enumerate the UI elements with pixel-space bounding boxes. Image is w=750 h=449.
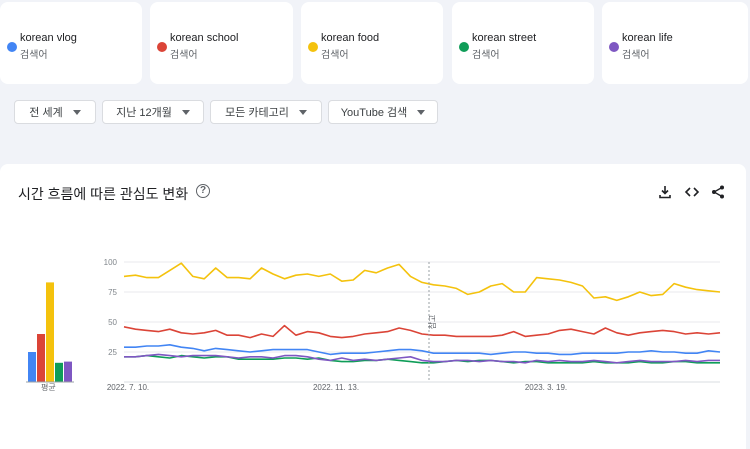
term-card-korean-vlog[interactable]: korean vlog 검색어: [0, 2, 142, 84]
term-card-korean-street[interactable]: korean street 검색어: [452, 2, 594, 84]
y-tick-label: 50: [108, 318, 117, 327]
category-value: 모든 카테고리: [225, 107, 289, 119]
region-value: 전 세계: [29, 107, 63, 119]
x-tick-label: 2023. 3. 19.: [525, 383, 567, 392]
term-type: 검색어: [472, 50, 500, 61]
series-line-korean-food: [123, 262, 721, 302]
annotation-marker: 참고: [427, 262, 437, 382]
series-lines: [123, 262, 721, 364]
chevron-down-icon: [181, 109, 190, 115]
y-tick-label: 75: [108, 288, 117, 297]
average-bar: [37, 334, 45, 382]
chevron-down-icon: [72, 109, 81, 115]
term-name: korean street: [472, 32, 537, 44]
average-bars: [26, 282, 74, 383]
source-value: YouTube 검색: [340, 107, 408, 119]
y-tick-label: 100: [104, 258, 118, 267]
term-card-korean-life[interactable]: korean life 검색어: [602, 2, 748, 84]
average-bar: [46, 282, 54, 382]
series-color-dot: [157, 42, 167, 52]
chevron-down-icon: [417, 109, 426, 115]
series-line-korean-life: [124, 353, 720, 364]
category-dropdown[interactable]: 모든 카테고리: [210, 100, 322, 124]
term-name: korean life: [622, 32, 673, 44]
search-term-cards: korean vlog 검색어 korean school 검색어 korean…: [0, 2, 750, 86]
annotation-label: 참고: [427, 315, 437, 330]
term-name: korean school: [170, 32, 239, 44]
download-icon[interactable]: [657, 184, 673, 200]
series-color-dot: [609, 42, 619, 52]
series-color-dot: [308, 42, 318, 52]
series-line-korean-school: [123, 324, 721, 339]
panel-title: 시간 흐름에 따른 관심도 변화: [18, 186, 189, 202]
region-dropdown[interactable]: 전 세계: [14, 100, 96, 124]
term-type: 검색어: [622, 50, 650, 61]
interest-line-chart: 100 75 50 25 2022. 7. 10. 2022. 11. 13. 2023.…: [26, 258, 721, 392]
period-value: 지난 12개월: [116, 107, 172, 119]
help-icon[interactable]: ?: [196, 184, 210, 198]
x-axis-labels: 2022. 7. 10. 2022. 11. 13. 2023. 3. 19.: [107, 383, 567, 392]
term-name: korean vlog: [20, 32, 77, 44]
interest-over-time-panel: 시간 흐름에 따른 관심도 변화 ? 평균 100 75 50 25 2022. 7.…: [0, 164, 746, 449]
filter-bar: 전 세계 지난 12개월 모든 카테고리 YouTube 검색: [0, 92, 750, 132]
term-type: 검색어: [170, 50, 198, 61]
series-color-dot: [7, 42, 17, 52]
x-tick-label: 2022. 7. 10.: [107, 383, 149, 392]
source-dropdown[interactable]: YouTube 검색: [328, 100, 438, 124]
series-line-korean-vlog: [124, 344, 721, 356]
embed-icon[interactable]: [684, 184, 700, 200]
average-bar: [64, 361, 72, 382]
term-name: korean food: [321, 32, 380, 44]
average-label: 평균: [41, 383, 56, 392]
x-tick-label: 2022. 11. 13.: [313, 383, 359, 392]
average-bar: [55, 362, 63, 382]
chevron-down-icon: [298, 109, 307, 115]
term-type: 검색어: [20, 50, 48, 61]
term-card-korean-school[interactable]: korean school 검색어: [150, 2, 293, 84]
period-dropdown[interactable]: 지난 12개월: [102, 100, 204, 124]
series-color-dot: [459, 42, 469, 52]
share-icon[interactable]: [710, 184, 726, 200]
average-bar: [28, 352, 36, 382]
y-tick-label: 25: [108, 348, 117, 357]
term-type: 검색어: [321, 50, 349, 61]
chart-grid: 100 75 50 25: [104, 258, 720, 383]
term-card-korean-food[interactable]: korean food 검색어: [301, 2, 443, 84]
